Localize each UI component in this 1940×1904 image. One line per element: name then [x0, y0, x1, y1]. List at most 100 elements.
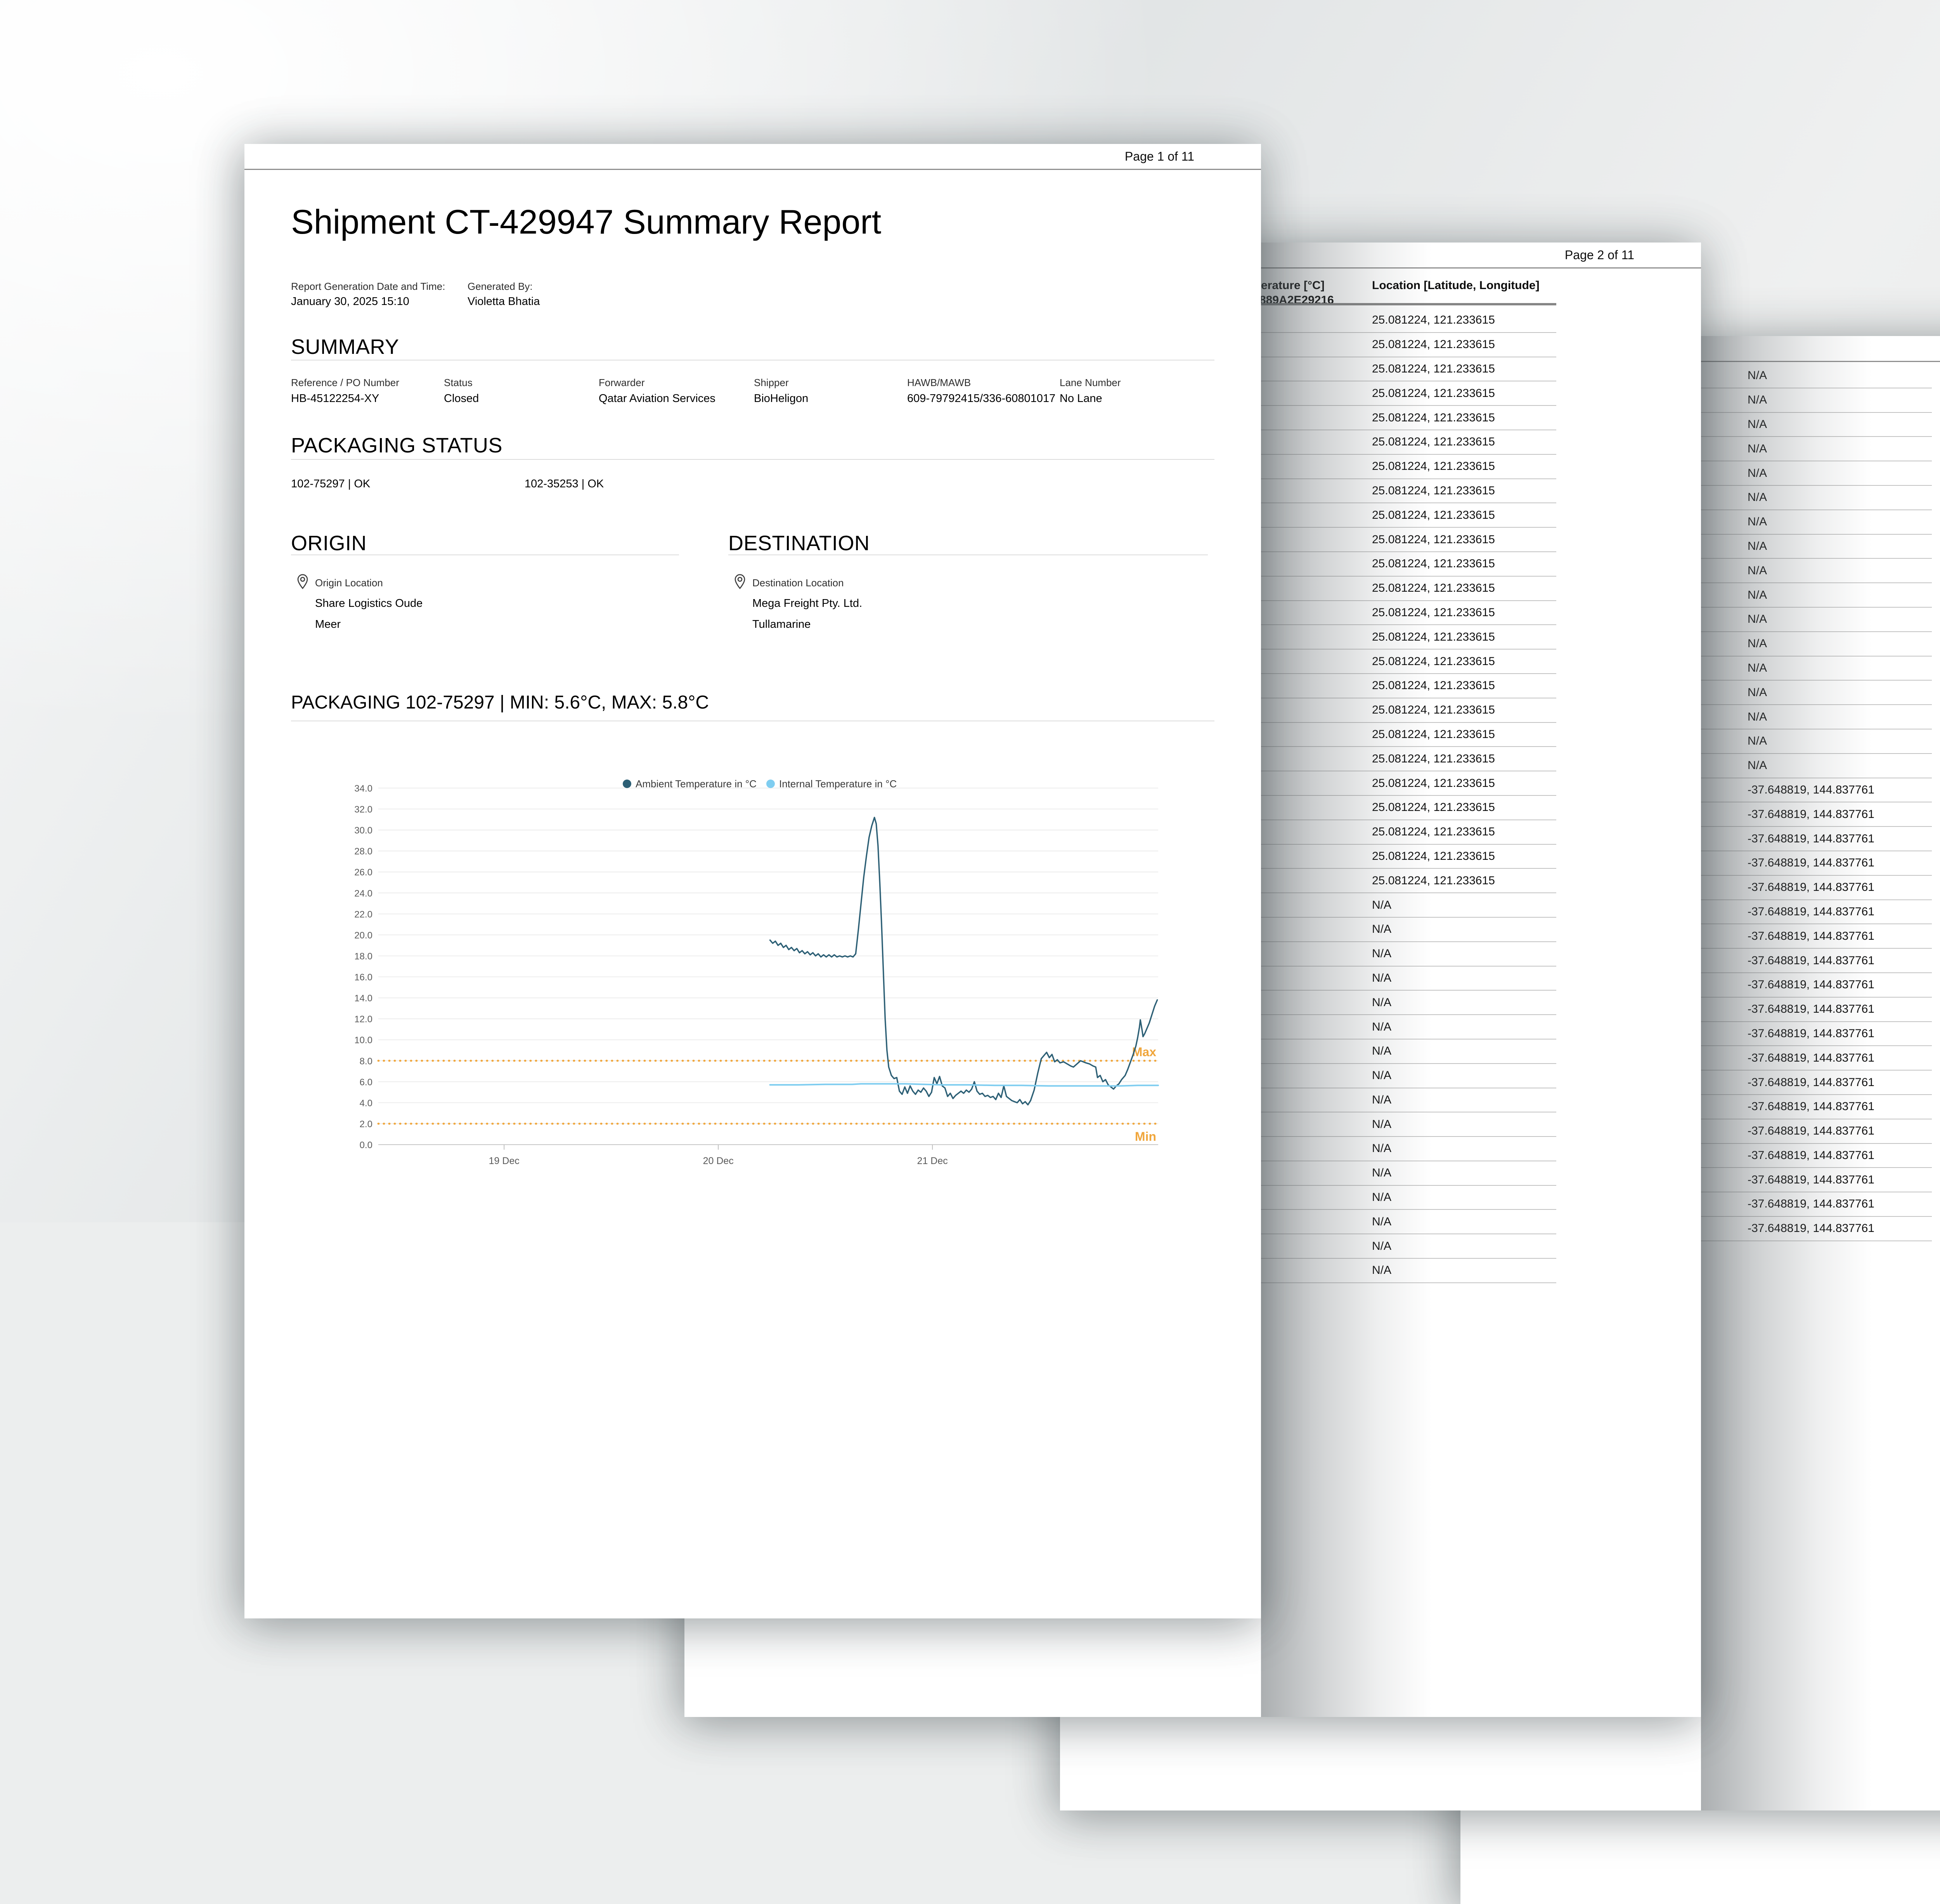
- x-tick-label: 20 Dec: [703, 1156, 734, 1166]
- destination-location-line: Tullamarine: [752, 618, 811, 631]
- y-tick-label: 12.0: [354, 1014, 372, 1025]
- location-cell: N/A: [1372, 1239, 1392, 1253]
- location-cell: N/A: [1748, 710, 1767, 723]
- destination-heading: DESTINATION: [728, 532, 870, 555]
- location-cell: N/A: [1748, 588, 1767, 601]
- generated-by-value: Violetta Bhatia: [468, 295, 540, 308]
- location-cell: N/A: [1748, 442, 1767, 455]
- location-cell: -37.648819, 144.837761: [1748, 1222, 1874, 1235]
- location-cell: -37.648819, 144.837761: [1748, 1076, 1874, 1089]
- origin-location-label: Origin Location: [315, 577, 383, 589]
- location-cell: N/A: [1748, 735, 1767, 748]
- location-cell: -37.648819, 144.837761: [1748, 978, 1874, 991]
- location-cell: -37.648819, 144.837761: [1748, 1100, 1874, 1113]
- internal-temperature-series: [769, 1083, 1159, 1087]
- y-tick-label: 6.0: [360, 1077, 372, 1088]
- location-cell: 25.081224, 121.233615: [1372, 825, 1495, 839]
- location-cell: N/A: [1372, 1191, 1392, 1204]
- location-cell: N/A: [1372, 1264, 1392, 1277]
- location-cell: 25.081224, 121.233615: [1372, 679, 1495, 692]
- location-cell: -37.648819, 144.837761: [1748, 832, 1874, 845]
- location-cell: N/A: [1372, 971, 1392, 984]
- location-cell: N/A: [1372, 1166, 1392, 1180]
- location-cell: 25.081224, 121.233615: [1372, 533, 1495, 546]
- x-tick-label: 19 Dec: [489, 1156, 520, 1166]
- y-tick-label: 10.0: [354, 1035, 372, 1046]
- location-cell: 25.081224, 121.233615: [1372, 728, 1495, 741]
- temperature-line-chart: 0.0 2.0 4.0 6.0 8.0 10.0 12.0 14.0 16.0 18.0 20.0 2…: [354, 778, 1159, 1166]
- location-cell: 25.081224, 121.233615: [1372, 703, 1495, 717]
- legend-label: Internal Temperature in °C: [779, 778, 897, 790]
- packaging-status-heading: PACKAGING STATUS: [291, 434, 503, 457]
- ambient-temperature-series: [769, 816, 1158, 1106]
- origin-location-line: Share Logistics Oude: [315, 597, 423, 610]
- location-cell: -37.648819, 144.837761: [1748, 1149, 1874, 1162]
- location-cell: -37.648819, 144.837761: [1748, 929, 1874, 942]
- location-cell: N/A: [1372, 1215, 1392, 1228]
- legend-dot: [766, 780, 775, 788]
- location-cell: -37.648819, 144.837761: [1748, 1027, 1874, 1040]
- location-cell: N/A: [1372, 923, 1392, 936]
- y-tick-label: 20.0: [354, 930, 372, 941]
- location-cell: N/A: [1748, 613, 1767, 626]
- summary-field-label: Lane Number: [1060, 377, 1121, 388]
- page-header-rule: [244, 169, 1261, 170]
- summary-field-label: Status: [444, 377, 473, 388]
- origin-rule: [291, 554, 679, 555]
- origin-heading: ORIGIN: [291, 532, 367, 555]
- summary-field-value: BioHeligon: [754, 392, 809, 405]
- y-tick-label: 34.0: [354, 783, 372, 794]
- report-page-1: Page 1 of 11 Shipment CT-429947 Summary …: [244, 144, 1261, 1618]
- x-tick-label: 21 Dec: [917, 1156, 948, 1166]
- location-cell: N/A: [1748, 418, 1767, 431]
- location-cell: N/A: [1372, 1045, 1392, 1058]
- y-tick-label: 14.0: [354, 993, 372, 1004]
- location-cell: 25.081224, 121.233615: [1372, 484, 1495, 497]
- location-cell: N/A: [1748, 564, 1767, 577]
- location-cell: 25.081224, 121.233615: [1372, 776, 1495, 790]
- packaging-status-item: 102-35253 | OK: [525, 478, 604, 490]
- location-cell: 25.081224, 121.233615: [1372, 314, 1495, 327]
- summary-field-label: Forwarder: [599, 377, 645, 388]
- location-cell: N/A: [1372, 1093, 1392, 1106]
- y-tick-label: 32.0: [354, 804, 372, 815]
- location-cell: N/A: [1372, 1142, 1392, 1155]
- location-cell: 25.081224, 121.233615: [1372, 435, 1495, 449]
- location-cell: N/A: [1748, 515, 1767, 528]
- destination-rule: [728, 554, 1208, 555]
- location-cell: N/A: [1748, 369, 1767, 382]
- location-cell: 25.081224, 121.233615: [1372, 752, 1495, 765]
- location-cell: -37.648819, 144.837761: [1748, 807, 1874, 821]
- packaging-status-item: 102-75297 | OK: [291, 478, 371, 490]
- location-cell: -37.648819, 144.837761: [1748, 954, 1874, 967]
- location-cell: 25.081224, 121.233615: [1372, 606, 1495, 619]
- location-cell: N/A: [1748, 759, 1767, 772]
- location-cell: 25.081224, 121.233615: [1372, 386, 1495, 400]
- y-tick-label: 18.0: [354, 951, 372, 962]
- location-cell: 25.081224, 121.233615: [1372, 582, 1495, 595]
- location-cell: -37.648819, 144.837761: [1748, 905, 1874, 918]
- location-pin-icon: [296, 574, 310, 594]
- location-pin-icon: [733, 574, 747, 594]
- y-tick-label: 26.0: [354, 867, 372, 878]
- location-cell: 25.081224, 121.233615: [1372, 338, 1495, 351]
- location-cell: -37.648819, 144.837761: [1748, 856, 1874, 870]
- summary-field-label: Shipper: [754, 377, 789, 388]
- page-number: Page 1 of 11: [1124, 149, 1194, 163]
- packaging-status-rule: [291, 459, 1214, 460]
- y-tick-label: 16.0: [354, 972, 372, 983]
- location-cell: N/A: [1372, 898, 1392, 911]
- y-tick-label: 2.0: [360, 1119, 372, 1130]
- location-cell: 25.081224, 121.233615: [1372, 557, 1495, 570]
- summary-field-value: No Lane: [1060, 392, 1102, 405]
- location-cell: 25.081224, 121.233615: [1372, 801, 1495, 814]
- y-tick-label: 22.0: [354, 909, 372, 920]
- summary-field-label: HAWB/MAWB: [907, 377, 971, 388]
- report-generation-label: Report Generation Date and Time:: [291, 281, 445, 292]
- y-tick-label: 8.0: [360, 1056, 372, 1067]
- location-cell: 25.081224, 121.233615: [1372, 874, 1495, 887]
- y-tick-label: 0.0: [360, 1140, 372, 1150]
- location-cell: N/A: [1372, 1117, 1392, 1131]
- summary-field-value: 609-79792415/336-60801017: [907, 392, 1056, 405]
- location-cell: N/A: [1748, 686, 1767, 699]
